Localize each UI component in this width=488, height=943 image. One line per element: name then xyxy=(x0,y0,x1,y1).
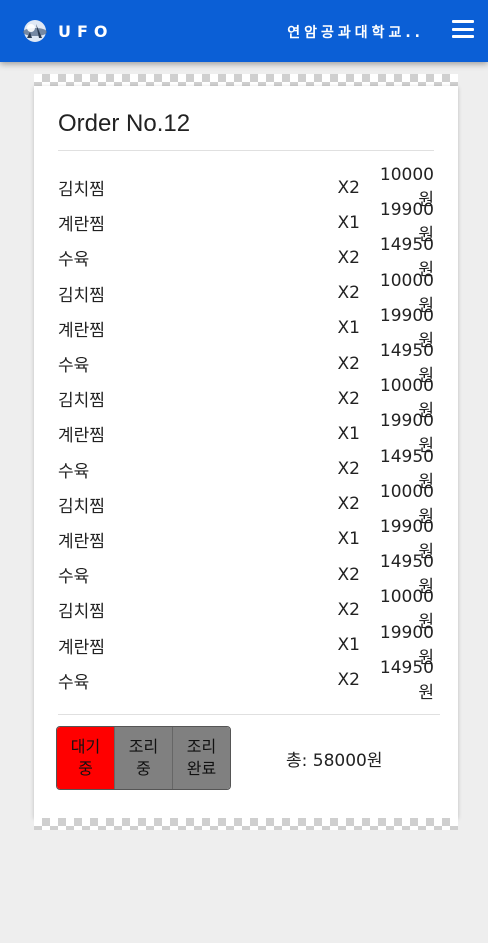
item-name: 수육 xyxy=(58,461,90,482)
order-items-list: 김치찜 X2 10000원 계란찜 X1 19900원 수육 X2 14950원 김치찜 X2 100… xyxy=(58,165,434,703)
item-name: 수육 xyxy=(58,356,90,377)
item-qty: X1 xyxy=(337,635,360,656)
ticket-edge-bottom xyxy=(34,818,458,830)
hamburger-menu-icon[interactable] xyxy=(452,20,474,38)
status-label: 대기 중 xyxy=(70,737,101,778)
list-item: 수육 X2 14950원 xyxy=(58,447,434,492)
status-label: 조리 중 xyxy=(128,737,159,778)
status-done-button[interactable]: 조리 완료 xyxy=(172,727,230,789)
school-name: 연암공과대학교.. xyxy=(287,25,424,41)
item-name: 수육 xyxy=(58,672,90,693)
item-name: 김치찜 xyxy=(58,180,105,201)
item-qty: X2 xyxy=(337,599,360,620)
logo[interactable]: UFO xyxy=(22,18,114,44)
status-label: 조리 완료 xyxy=(186,737,217,778)
item-price: 10000원 xyxy=(379,376,434,422)
item-name: 계란찜 xyxy=(58,531,105,552)
item-qty: X2 xyxy=(337,247,360,268)
item-qty: X2 xyxy=(337,388,360,409)
item-qty: X2 xyxy=(337,494,360,515)
item-price: 19900원 xyxy=(379,411,434,457)
order-ticket: Order No.12 김치찜 X2 10000원 계란찜 X1 19900원 수육 X2 14… xyxy=(34,74,458,830)
item-price: 10000원 xyxy=(379,165,434,211)
ticket-edge-top xyxy=(34,74,458,86)
app-bar: UFO 연암공과대학교.. xyxy=(0,0,488,62)
list-item: 계란찜 X1 19900원 xyxy=(58,306,434,351)
item-price: 14950원 xyxy=(379,552,434,598)
menu-bar xyxy=(452,27,474,31)
item-price: 14950원 xyxy=(379,446,434,492)
item-name: 김치찜 xyxy=(58,391,105,412)
list-item: 김치찜 X2 10000원 xyxy=(58,165,434,210)
divider xyxy=(58,714,440,715)
list-item: 계란찜 X1 19900원 xyxy=(58,200,434,245)
list-item: 김치찜 X2 10000원 xyxy=(58,376,434,421)
item-qty: X2 xyxy=(337,670,360,691)
list-item: 계란찜 X1 19900원 xyxy=(58,623,434,668)
item-price: 10000원 xyxy=(379,270,434,316)
item-price: 14950원 xyxy=(379,657,434,703)
ticket-body: Order No.12 김치찜 X2 10000원 계란찜 X1 19900원 수육 X2 14… xyxy=(34,86,458,818)
item-price: 10000원 xyxy=(379,481,434,527)
item-name: 김치찜 xyxy=(58,496,105,517)
status-cooking-button[interactable]: 조리 중 xyxy=(114,727,172,789)
status-waiting-button[interactable]: 대기 중 xyxy=(57,727,114,789)
app-title: UFO xyxy=(58,21,114,41)
item-name: 계란찜 xyxy=(58,426,105,447)
item-name: 계란찜 xyxy=(58,637,105,658)
list-item: 김치찜 X2 10000원 xyxy=(58,482,434,527)
item-name: 계란찜 xyxy=(58,215,105,236)
item-price: 19900원 xyxy=(379,200,434,246)
list-item: 수육 X2 14950원 xyxy=(58,552,434,597)
item-name: 김치찜 xyxy=(58,285,105,306)
divider xyxy=(58,150,434,151)
item-price: 19900원 xyxy=(379,516,434,562)
item-name: 수육 xyxy=(58,567,90,588)
item-qty: X1 xyxy=(337,318,360,339)
item-price: 19900원 xyxy=(379,305,434,351)
item-name: 계란찜 xyxy=(58,320,105,341)
item-name: 김치찜 xyxy=(58,602,105,623)
item-price: 14950원 xyxy=(379,235,434,281)
list-item: 수육 X2 14950원 xyxy=(58,341,434,386)
menu-bar xyxy=(452,35,474,38)
list-item: 김치찜 X2 10000원 xyxy=(58,271,434,316)
list-item: 수육 X2 14950원 xyxy=(58,235,434,280)
item-qty: X2 xyxy=(337,353,360,374)
ufo-logo-icon xyxy=(23,20,47,42)
list-item: 계란찜 X1 19900원 xyxy=(58,411,434,456)
order-title: Order No.12 xyxy=(58,110,191,137)
item-qty: X2 xyxy=(337,283,360,304)
status-button-group: 대기 중 조리 중 조리 완료 xyxy=(56,726,231,790)
item-price: 19900원 xyxy=(379,622,434,668)
item-qty: X1 xyxy=(337,423,360,444)
item-price: 14950원 xyxy=(379,341,434,387)
menu-bar xyxy=(452,20,474,23)
item-qty: X2 xyxy=(337,564,360,585)
list-item: 수육 X2 14950원 xyxy=(58,658,434,703)
item-qty: X2 xyxy=(337,177,360,198)
item-name: 수육 xyxy=(58,250,90,271)
item-qty: X2 xyxy=(337,459,360,480)
order-total: 총: 58000원 xyxy=(286,751,383,771)
item-qty: X1 xyxy=(337,212,360,233)
item-price: 10000원 xyxy=(379,587,434,633)
item-qty: X1 xyxy=(337,529,360,550)
list-item: 김치찜 X2 10000원 xyxy=(58,587,434,632)
list-item: 계란찜 X1 19900원 xyxy=(58,517,434,562)
